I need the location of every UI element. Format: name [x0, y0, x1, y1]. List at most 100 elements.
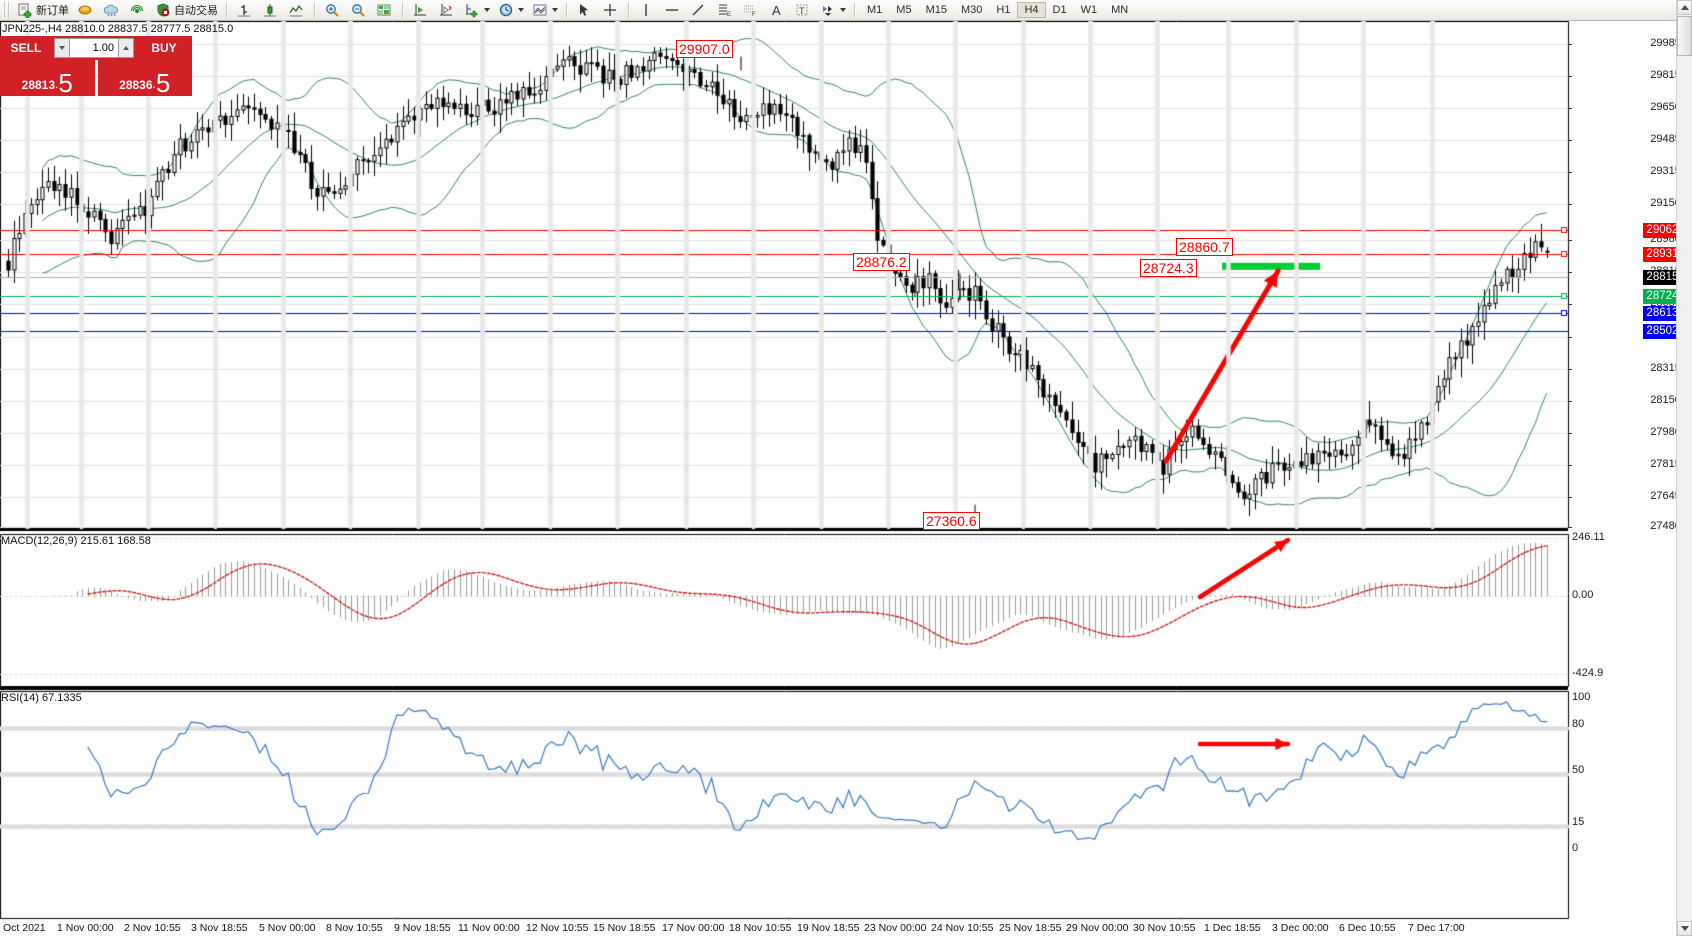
price-tick-mark	[1568, 140, 1572, 141]
data-window-icon	[103, 2, 119, 18]
vertical-line-icon	[638, 2, 654, 18]
expert-advisors-icon	[77, 2, 93, 18]
rsi-title: RSI(14) 67.1335	[1, 692, 82, 704]
price-tick-mark	[1568, 76, 1572, 77]
crosshair-button[interactable]	[599, 0, 623, 20]
price-tick-mark	[1568, 465, 1572, 466]
price-tick-mark	[1568, 369, 1572, 370]
scrollbar-thumb[interactable]	[1677, 16, 1692, 56]
buy-price[interactable]: 28836 . 5	[97, 60, 192, 96]
price-annotation[interactable]: 29907.0	[676, 40, 733, 58]
rsi-axis-label: 15	[1572, 816, 1585, 828]
new-order-button[interactable]: 新订单	[14, 0, 72, 20]
bar-chart-button[interactable]	[233, 0, 257, 20]
shapes-button[interactable]	[817, 0, 849, 20]
trendline-button[interactable]	[687, 0, 711, 20]
chart-shift-end-icon	[438, 2, 454, 18]
new-order-icon	[17, 2, 33, 19]
zoom-out-button[interactable]	[347, 0, 371, 20]
timeframe-w1[interactable]: W1	[1080, 4, 1098, 16]
fibonacci-button[interactable]: E	[713, 0, 737, 20]
price-axis[interactable]: 29985.0 29815.0 29650.0 29485.0 29315.0 29150…	[1568, 21, 1692, 936]
chevron-down-icon[interactable]	[840, 8, 846, 12]
timeframe-h4[interactable]: H4	[1017, 2, 1046, 18]
chevron-down-icon	[59, 46, 65, 50]
timeframe-d1[interactable]: D1	[1052, 4, 1067, 16]
price-annotation[interactable]: 27360.6	[923, 512, 980, 530]
vertical-line-button[interactable]	[635, 0, 659, 20]
buy-button[interactable]: BUY	[136, 36, 192, 60]
timeframe-mn[interactable]: MN	[1111, 4, 1129, 16]
time-axis-label: 18 Nov 10:55	[729, 922, 792, 934]
zoom-out-icon	[350, 2, 366, 18]
auto-scroll-button[interactable]	[373, 0, 397, 20]
price-annotation[interactable]: 28724.3	[1140, 259, 1197, 277]
price-tick-mark	[1568, 172, 1572, 173]
signals-icon	[129, 2, 145, 18]
trendline-icon	[690, 2, 706, 18]
timeframe-group: M1 M5 M15 M30 H1 H4 D1 W1 MN	[860, 2, 1135, 18]
time-axis-label: 15 Nov 18:55	[593, 922, 656, 934]
time-axis-label: 1 Dec 18:55	[1204, 922, 1261, 934]
main-toolbar: 新订单 自动交易	[0, 0, 1692, 21]
channel-button[interactable]: F	[739, 0, 763, 20]
templates-button[interactable]	[529, 0, 561, 20]
indicators-button[interactable]	[461, 0, 493, 20]
toolbar-grip[interactable]	[3, 2, 11, 18]
signals-button[interactable]	[126, 0, 150, 20]
price-tick-mark	[1568, 240, 1572, 241]
arrow-down-icon	[1680, 926, 1689, 931]
data-window-button[interactable]	[100, 0, 124, 20]
price-annotation[interactable]: 28860.7	[1176, 238, 1233, 256]
sell-button[interactable]: SELL	[0, 36, 52, 60]
scroll-down-button[interactable]	[1677, 921, 1692, 936]
time-axis-label: 17 Nov 00:00	[662, 922, 725, 934]
time-axis[interactable]: Oct 2021 1 Nov 00:00 2 Nov 10:55 3 Nov 18:5…	[0, 920, 1568, 936]
autotrading-button[interactable]: 自动交易	[152, 0, 221, 20]
cursor-button[interactable]	[573, 0, 597, 20]
price-tick-mark	[1568, 204, 1572, 205]
chart-canvas[interactable]	[0, 21, 1692, 936]
time-axis-label: 19 Nov 18:55	[797, 922, 860, 934]
volume-decrease-button[interactable]	[54, 38, 70, 58]
timeframe-h1[interactable]: H1	[996, 4, 1011, 16]
toolbar-separator-5	[628, 2, 630, 18]
time-axis-label: 6 Dec 10:55	[1339, 922, 1396, 934]
text-button[interactable]: A	[765, 0, 789, 20]
timeframe-m15[interactable]: M15	[925, 4, 947, 16]
chevron-down-icon[interactable]	[552, 8, 558, 12]
templates-icon	[532, 2, 548, 18]
chevron-down-icon[interactable]	[518, 8, 524, 12]
chart-shift-button[interactable]	[409, 0, 433, 20]
timeframe-m30[interactable]: M30	[960, 4, 983, 16]
scroll-up-button[interactable]	[1677, 0, 1692, 15]
chart-area[interactable]	[0, 21, 1692, 936]
price-tick-mark	[1568, 44, 1572, 45]
vertical-scrollbar[interactable]	[1676, 0, 1692, 936]
price-annotation[interactable]: 28876.2	[853, 253, 910, 271]
zoom-in-button[interactable]	[321, 0, 345, 20]
sell-price[interactable]: 28813 . 5	[0, 60, 95, 96]
volume-increase-button[interactable]	[118, 38, 134, 58]
time-axis-label: 12 Nov 10:55	[526, 922, 589, 934]
sell-price-integer: 28813	[21, 78, 56, 92]
candlestick-chart-button[interactable]	[259, 0, 283, 20]
timeframe-m1[interactable]: M1	[867, 4, 883, 16]
timeframe-m5[interactable]: M5	[896, 4, 912, 16]
period-button[interactable]	[495, 0, 527, 20]
chart-shift-end-button[interactable]	[435, 0, 459, 20]
expert-advisors-button[interactable]	[74, 0, 98, 20]
rsi-axis-label: 80	[1572, 718, 1585, 730]
horizontal-line-button[interactable]	[661, 0, 685, 20]
new-order-label: 新订单	[36, 5, 69, 17]
volume-input[interactable]: 1.00	[70, 38, 118, 58]
price-tick-mark	[1568, 433, 1572, 434]
chevron-down-icon[interactable]	[484, 8, 490, 12]
macd-axis-label: 0.00	[1572, 589, 1594, 601]
line-chart-button[interactable]	[285, 0, 309, 20]
time-axis-label: 2 Nov 10:55	[124, 922, 181, 934]
fibonacci-icon: E	[716, 2, 732, 18]
indicators-icon	[464, 2, 480, 18]
text-label-button[interactable]: T	[791, 0, 815, 20]
